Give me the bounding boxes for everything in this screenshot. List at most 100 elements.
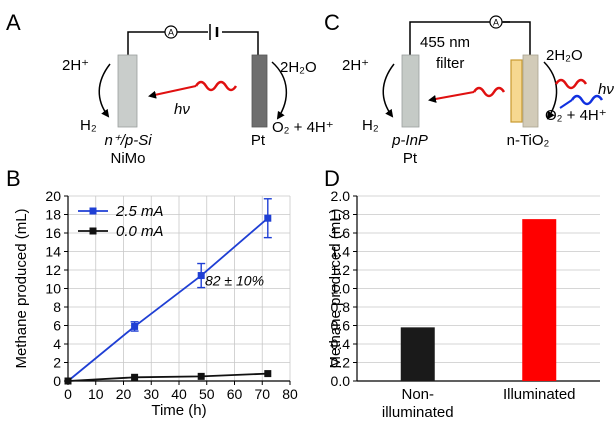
chart-b-xtick-label: 70 xyxy=(254,386,270,402)
c-electrode-right: n-TiO₂ xyxy=(507,132,550,149)
chart-d-ytick-label: 1.4 xyxy=(331,244,351,260)
panel-a-schematic: A A 2H⁺ H₂ hν 2H₂O O₂ + 4H⁺ n⁺/p-Si NiMo… xyxy=(6,10,334,167)
c-filter-label-1: 455 nm xyxy=(420,34,470,51)
panel-c-letter: C xyxy=(324,10,340,35)
light-wave-red xyxy=(194,80,238,92)
arrow-c-o2 xyxy=(543,61,558,120)
chart-d-ylabel: Methane produced (mL) xyxy=(327,208,344,368)
chart-b-ytick-label: 0 xyxy=(53,373,61,389)
chart-b-ytick-label: 20 xyxy=(45,188,61,204)
chart-b-point xyxy=(264,214,272,222)
chart-b-point xyxy=(197,272,205,280)
chart-b-point xyxy=(64,377,72,385)
wire-left xyxy=(127,31,165,55)
a-electrode-right: Pt xyxy=(251,132,266,149)
chart-d-ytick-label: 0.6 xyxy=(331,318,351,334)
chart-b-legend-marker xyxy=(89,207,97,215)
a-electrode-left-2: NiMo xyxy=(110,150,145,167)
arrow-h2 xyxy=(98,63,111,118)
c-blue-arrow xyxy=(559,99,573,109)
panel-a-letter: A xyxy=(6,10,21,35)
arrow-c-h2 xyxy=(382,63,395,118)
chart-b-legend: 2.5 mA 0.0 mA xyxy=(78,203,164,240)
chart-d-bar xyxy=(400,327,435,381)
panel-d-letter: D xyxy=(324,166,340,191)
chart-b-xtick-label: 60 xyxy=(227,386,243,402)
chart-b-xtick-label: 80 xyxy=(282,386,298,402)
chart-b-xtick-label: 50 xyxy=(199,386,215,402)
a-product-right: O₂ + 4H⁺ xyxy=(272,119,334,136)
chart-d-category-label: illuminated xyxy=(382,404,454,421)
a-reactant-left: 2H⁺ xyxy=(62,57,89,74)
c-transmitted-wave xyxy=(472,86,506,98)
chart-d-ytick-label: 0.2 xyxy=(331,355,351,371)
chart-d-bar xyxy=(522,219,557,381)
chart-d-category-label: Illuminated xyxy=(503,386,576,403)
chart-d-ytick-label: 0.4 xyxy=(331,336,351,352)
chart-b-legend-label: 0.0 mA xyxy=(116,223,164,240)
chart-b-marks: 82 ± 10% xyxy=(64,198,272,385)
wire-c-down xyxy=(503,21,531,55)
electrode-tio2 xyxy=(522,54,539,128)
arrow-o2 xyxy=(271,61,288,120)
electrode-pt xyxy=(251,54,268,128)
chart-b-xtick-label: 0 xyxy=(64,386,72,402)
chart-b-annotation: 82 ± 10% xyxy=(205,273,264,289)
chart-b-xtick-label: 10 xyxy=(88,386,104,402)
chart-b-ytick-label: 16 xyxy=(45,225,61,241)
electrode-si xyxy=(117,54,138,128)
chart-b-ytick-label: 14 xyxy=(45,244,61,260)
wire-c-left xyxy=(409,21,498,55)
chart-b-legend-marker xyxy=(89,227,97,235)
a-hv: hν xyxy=(174,101,190,118)
chart-b-ytick-label: 8 xyxy=(53,299,61,315)
light-arrow xyxy=(148,85,197,99)
chart-b-point xyxy=(264,370,272,378)
chart-d-ytick-label: 1.2 xyxy=(331,262,351,278)
c-product-right: O₂ + 4H⁺ xyxy=(545,107,607,124)
c-filter-label-2: filter xyxy=(436,55,464,72)
chart-b-ytick-label: 6 xyxy=(53,318,61,334)
chart-d-ytick-label: 2.0 xyxy=(331,188,351,204)
chart-d: 0.0 0.2 0.4 0.6 0.8 1.0 1.2 1.4 1.6 1.8 2.0 Methane… xyxy=(327,188,600,421)
chart-d-axes: 0.0 0.2 0.4 0.6 0.8 1.0 1.2 1.4 1.6 1.8 2.0 Methane… xyxy=(327,188,600,421)
c-blue-wave xyxy=(570,94,604,106)
a-electrode-left-1: n⁺/p-Si xyxy=(104,132,152,149)
c-hv: hν xyxy=(598,81,614,98)
chart-d-grid xyxy=(357,195,600,363)
c-electrode-left-1: p-InP xyxy=(391,132,428,149)
electrode-inp xyxy=(401,54,420,128)
chart-d-ytick-label: 1.8 xyxy=(331,207,351,223)
chart-d-ytick-label: 1.0 xyxy=(331,281,351,297)
ammeter-label: A xyxy=(168,28,174,38)
chart-b-xtick-label: 30 xyxy=(143,386,159,402)
chart-b-ytick-label: 12 xyxy=(45,262,61,278)
chart-b-ytick-label: 18 xyxy=(45,207,61,223)
chart-b-legend-label: 2.5 mA xyxy=(115,203,164,220)
chart-b-grid xyxy=(68,195,291,381)
chart-d-ytick-label: 0.0 xyxy=(331,373,351,389)
ammeter-c-label: A xyxy=(493,18,499,28)
a-product-left: H₂ xyxy=(80,117,97,134)
a-reactant-right: 2H₂O xyxy=(280,59,317,76)
panel-c-schematic: C A 2H⁺ H₂ 455 nm filter 2H₂O hν O₂ + 4H… xyxy=(324,10,614,167)
chart-d-ytick-label: 0.8 xyxy=(331,299,351,315)
chart-b-point xyxy=(197,372,205,380)
chart-b-series-line xyxy=(67,372,268,382)
chart-d-ytick-label: 1.6 xyxy=(331,225,351,241)
c-reactant-right: 2H₂O xyxy=(546,47,583,64)
chart-b-xtick-label: 40 xyxy=(171,386,187,402)
chart-b-xtick-label: 20 xyxy=(116,386,132,402)
chart-b-point xyxy=(131,373,139,381)
chart-b-ytick-label: 10 xyxy=(45,281,61,297)
chart-d-category-label: Non- xyxy=(401,386,434,403)
c-reactant-left: 2H⁺ xyxy=(342,57,369,74)
wire-right xyxy=(222,31,259,55)
chart-b-point xyxy=(131,322,139,330)
chart-b-ylabel: Methane produced (mL) xyxy=(13,208,30,368)
c-electrode-left-2: Pt xyxy=(403,150,418,167)
chart-b-ytick-label: 2 xyxy=(53,355,61,371)
